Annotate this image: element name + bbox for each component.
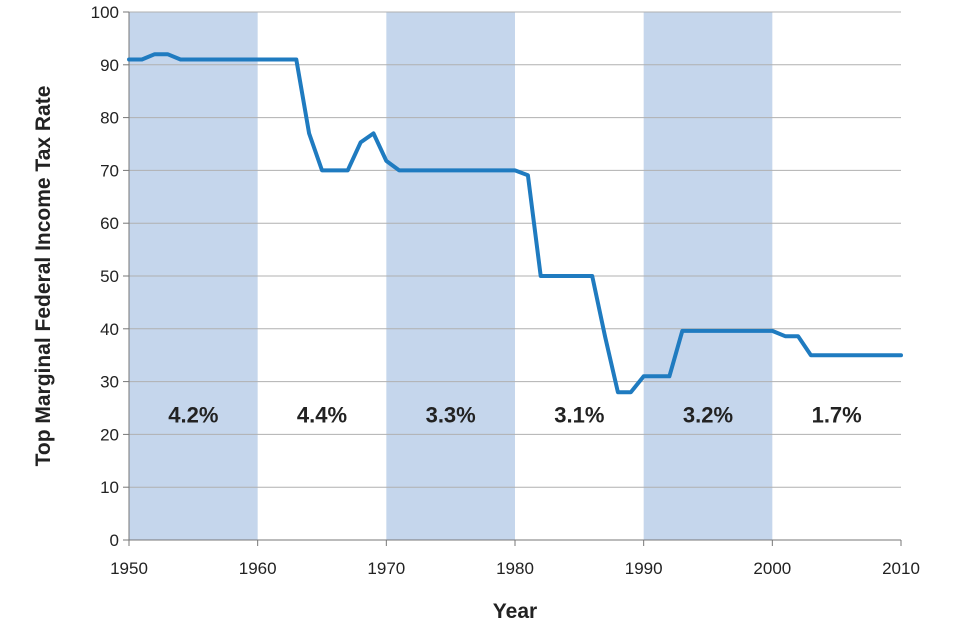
period-growth-label: 3.1% [554,403,604,428]
y-tick-label: 80 [100,109,119,128]
y-axis-ticks: 0 10 20 30 40 50 60 70 80 90 100 [91,3,129,550]
period-growth-label: 1.7% [812,403,862,428]
x-axis-title: Year [493,600,537,623]
y-tick-label: 50 [100,267,119,286]
x-tick-label: 1960 [239,559,277,578]
x-tick-label: 2000 [753,559,791,578]
x-tick-label: 1990 [625,559,663,578]
period-growth-label: 4.4% [297,403,347,428]
y-tick-label: 40 [100,320,119,339]
series-line-0 [127,52,903,395]
period-growth-label: 3.3% [426,403,476,428]
gridlines [129,11,901,488]
y-tick-label: 100 [91,3,119,22]
period-labels: 4.2% 4.4% 3.3% 3.1% 3.2% 1.7% [168,403,861,428]
x-tick-label: 1950 [110,559,148,578]
period-growth-label: 4.2% [168,403,218,428]
y-tick-label: 90 [100,56,119,75]
x-tick-label: 1970 [367,559,405,578]
series [127,52,903,395]
x-axis-ticks: 1950 1960 1970 1980 1990 2000 2010 [110,540,920,578]
y-tick-label: 20 [100,425,119,444]
x-tick-label: 1980 [496,559,534,578]
y-tick-label: 70 [100,161,119,180]
y-tick-label: 0 [110,531,119,550]
period-growth-label: 3.2% [683,403,733,428]
y-tick-label: 60 [100,214,119,233]
y-tick-label: 30 [100,373,119,392]
x-tick-label: 2010 [882,559,920,578]
y-tick-label: 10 [100,478,119,497]
y-axis-title: Top Marginal Federal Income Tax Rate [32,86,55,467]
